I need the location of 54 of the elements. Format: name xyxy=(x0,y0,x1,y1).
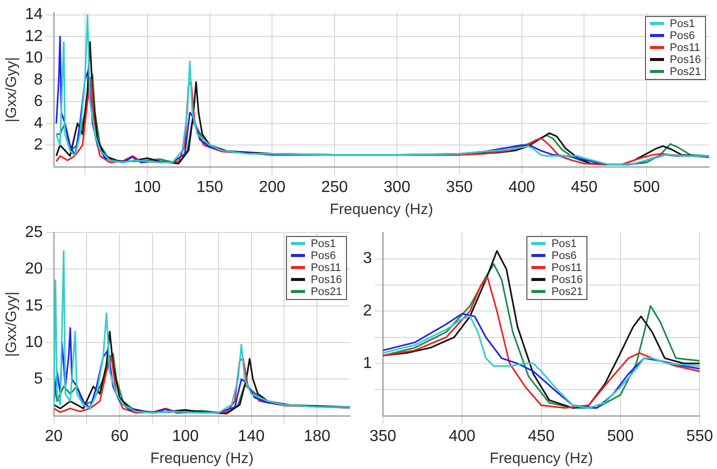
x-tick-label: 20 xyxy=(44,428,63,445)
x-tick-label: 100 xyxy=(134,178,161,196)
legend-label: Pos11 xyxy=(310,262,342,274)
x-tick-label: 350 xyxy=(370,428,396,445)
x-tick-label: 400 xyxy=(508,178,536,196)
x-tick-label: 450 xyxy=(570,178,598,196)
x-tick-label: 60 xyxy=(110,428,129,445)
y-tick-label: 14 xyxy=(25,6,43,24)
y-tick-label: 10 xyxy=(25,50,43,67)
x-tick-label: 500 xyxy=(607,428,634,445)
legend-label: Pos1 xyxy=(670,18,695,30)
y-tick-label: 10 xyxy=(25,334,43,351)
y-tick-label: 3 xyxy=(362,250,372,268)
legend-label: Pos11 xyxy=(552,262,582,274)
y-tick-label: 4 xyxy=(34,114,43,132)
x-axis-title: Frequency (Hz) xyxy=(330,201,434,218)
legend-label: Pos21 xyxy=(670,66,701,78)
x-tick-label: 500 xyxy=(633,178,660,196)
legend-label: Pos1 xyxy=(310,238,336,250)
legend-label: Pos1 xyxy=(552,238,577,250)
legend-label: Pos16 xyxy=(310,274,342,286)
x-tick-label: 100 xyxy=(172,428,199,445)
y-tick-label: 25 xyxy=(25,224,43,242)
x-tick-label: 400 xyxy=(448,428,476,445)
x-tick-label: 450 xyxy=(528,428,555,445)
y-tick-label: 1 xyxy=(362,354,372,372)
legend-label: Pos21 xyxy=(310,286,342,298)
x-axis-title: Frequency (Hz) xyxy=(490,450,593,468)
legend-label: Pos6 xyxy=(552,250,577,262)
x-tick-label: 250 xyxy=(321,178,348,196)
x-tick-label: 300 xyxy=(384,178,410,196)
y-tick-label: 2 xyxy=(34,136,43,154)
y-tick-label: 6 xyxy=(34,93,43,110)
y-axis-title: |Gxx/Gyy| xyxy=(3,57,20,122)
x-tick-label: 180 xyxy=(304,428,331,445)
y-tick-label: 12 xyxy=(25,28,43,45)
y-tick-label: 8 xyxy=(34,71,43,88)
y-tick-label: 5 xyxy=(34,370,43,388)
legend-label: Pos16 xyxy=(670,54,701,66)
y-axis-title: |Gxx/Gyy| xyxy=(3,292,20,357)
y-tick-label: 2 xyxy=(362,302,372,320)
legend-label: Pos6 xyxy=(670,30,695,42)
legend-label: Pos11 xyxy=(670,42,700,54)
x-tick-label: 550 xyxy=(686,428,714,445)
x-tick-label: 150 xyxy=(196,178,224,196)
legend-label: Pos21 xyxy=(552,286,583,298)
legend-label: Pos16 xyxy=(552,274,583,286)
x-tick-label: 200 xyxy=(258,178,286,196)
y-tick-label: 15 xyxy=(25,297,43,314)
x-tick-label: 140 xyxy=(238,428,265,445)
legend-label: Pos6 xyxy=(310,250,336,262)
y-tick-label: 20 xyxy=(25,260,43,278)
x-axis-title: Frequency (Hz) xyxy=(150,450,254,468)
x-tick-label: 350 xyxy=(446,178,473,196)
